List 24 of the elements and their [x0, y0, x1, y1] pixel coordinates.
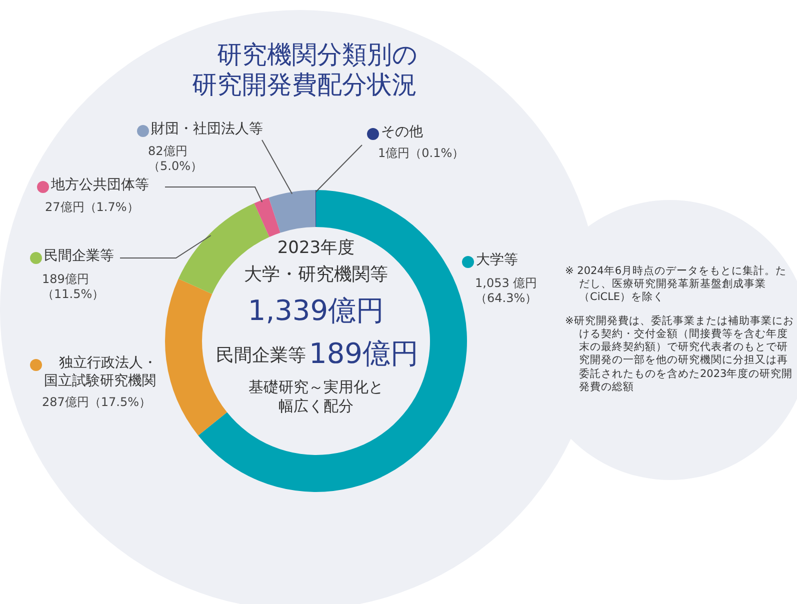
text: 基礎研究～実用化と幅広く配分: [248, 378, 384, 416]
text: 1,339億円: [246, 293, 386, 328]
legend-label: その他: [381, 124, 424, 142]
legend-label: 地方公共団体等: [51, 177, 150, 194]
data-label: 1億円（0.1%）: [378, 146, 466, 161]
donut-slice: [268, 190, 316, 233]
text: 2023年度: [276, 238, 356, 260]
text: ※研究開発費は、委託事業または補助事業における契約・交付金額（間接費等を含む年度末の最終契約額）で研究代表者のもとで研究開発の一部を他の研究機関に分担又は再委託されたものを含めた2023年度の研究開発費の総額: [565, 315, 794, 394]
text: ※ 2024年6月時点のデータをもとに集計。ただし、医療研究開発革新基盤創成事業（CiCLE）を除く: [565, 265, 788, 304]
data-label: 27億円（1.7%）: [45, 200, 140, 215]
chart-title: 研究機関分類別の研究開発費配分状況: [192, 40, 419, 100]
data-label: 287億円（17.5%）: [42, 395, 152, 410]
legend-label: 独立行政法人・国立試験研究機関: [44, 355, 158, 390]
data-label: 82億円（5.0%）: [148, 144, 204, 174]
data-label: 1,053 億円（64.3%）: [475, 276, 538, 306]
text: 大学・研究機関等: [243, 264, 389, 286]
donut-slice: [198, 190, 467, 492]
legend-label: 民間企業等: [44, 248, 115, 266]
data-label: 189億円（11.5%）: [42, 272, 106, 302]
legend-label: 財団・社団法人等: [151, 121, 264, 138]
donut-slice: [254, 198, 280, 237]
text: 民間企業等: [215, 345, 306, 368]
legend-label: 大学等: [476, 252, 518, 268]
text: 189億円: [309, 336, 419, 371]
